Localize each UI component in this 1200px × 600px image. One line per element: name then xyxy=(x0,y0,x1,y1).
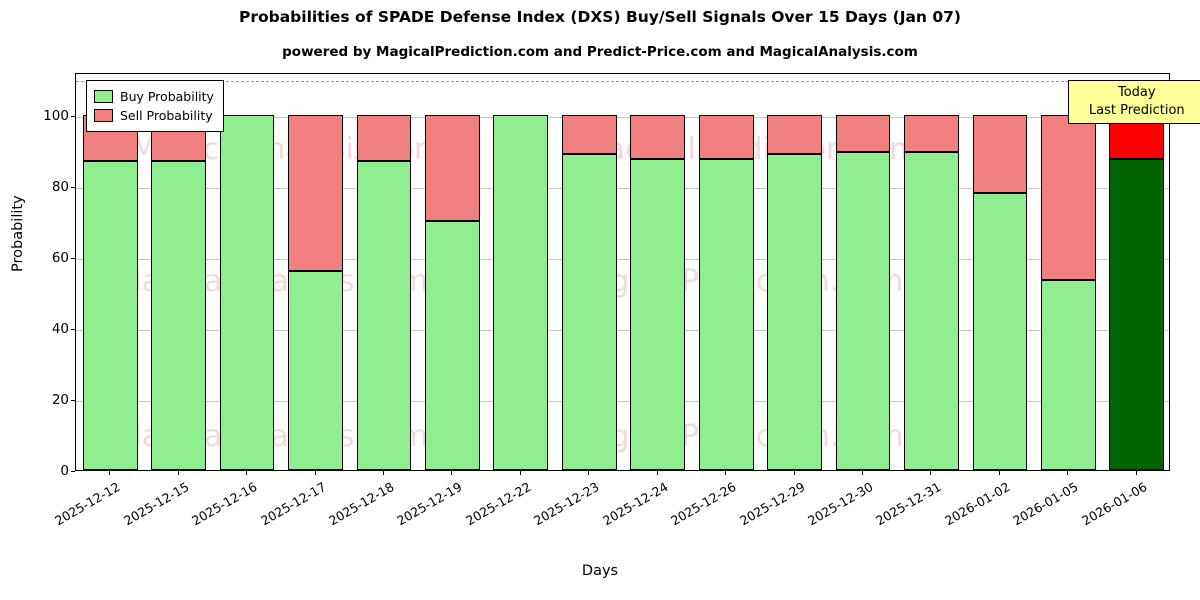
legend: Buy Probability Sell Probability xyxy=(86,80,224,132)
x-tick-mark xyxy=(1067,471,1069,475)
bar-segment-buy[interactable] xyxy=(835,151,891,470)
bar-group[interactable] xyxy=(835,72,891,470)
bar-group[interactable] xyxy=(767,72,822,470)
y-tick-mark xyxy=(71,115,75,117)
bar-segment-buy[interactable] xyxy=(356,160,412,470)
today-label-line1: Today xyxy=(1117,85,1156,100)
grid-line xyxy=(76,329,1169,331)
grid-line xyxy=(76,258,1169,260)
chart-subtitle: powered by MagicalPrediction.com and Pre… xyxy=(282,44,918,60)
bar-segment-sell[interactable] xyxy=(835,114,891,152)
y-tick-mark xyxy=(71,328,75,330)
y-tick-label: 20 xyxy=(51,391,69,408)
bar-segment-sell[interactable] xyxy=(972,114,1028,193)
bar-segment-buy[interactable] xyxy=(219,114,275,470)
bar-group[interactable] xyxy=(219,72,275,470)
bar-group[interactable] xyxy=(972,72,1028,470)
x-tick-mark xyxy=(998,471,1000,475)
bar-segment-buy[interactable] xyxy=(972,192,1028,470)
y-tick-label: 0 xyxy=(60,463,69,479)
bar-segment-buy[interactable] xyxy=(1040,279,1096,470)
y-tick-label: 40 xyxy=(51,320,69,337)
x-tick-mark xyxy=(793,471,795,475)
legend-swatch-sell xyxy=(94,109,113,122)
grid-line xyxy=(76,116,1169,118)
x-tick-mark xyxy=(451,471,453,475)
bar-segment-buy[interactable] xyxy=(1109,159,1165,470)
x-axis-label: Days xyxy=(581,563,619,579)
legend-item-sell: Sell Probability xyxy=(94,106,214,125)
bar-segment-buy[interactable] xyxy=(698,159,754,470)
bar-group[interactable] xyxy=(425,72,480,470)
x-tick-mark xyxy=(725,471,727,475)
bar-segment-sell[interactable] xyxy=(904,114,959,152)
x-tick-mark xyxy=(382,471,384,475)
bar-series xyxy=(76,74,1169,470)
bar-segment-sell[interactable] xyxy=(1040,114,1096,280)
x-tick-mark xyxy=(109,471,111,475)
bar-segment-buy[interactable] xyxy=(904,151,959,470)
reference-line xyxy=(76,81,1169,83)
y-tick-label: 60 xyxy=(51,249,69,266)
x-tick-mark xyxy=(862,471,864,475)
legend-swatch-buy xyxy=(94,90,113,103)
bar-segment-sell[interactable] xyxy=(630,114,686,160)
bar-segment-buy[interactable] xyxy=(288,271,343,470)
bar-segment-sell[interactable] xyxy=(698,114,754,160)
x-tick-mark xyxy=(1135,471,1137,475)
bar-segment-sell[interactable] xyxy=(767,114,822,154)
bar-group[interactable] xyxy=(493,72,549,470)
x-tick-mark xyxy=(588,471,590,475)
bar-segment-buy[interactable] xyxy=(767,153,822,470)
bar-group[interactable] xyxy=(288,72,343,470)
bar-segment-sell[interactable] xyxy=(288,114,343,271)
bar-group[interactable] xyxy=(1040,72,1096,470)
bar-segment-sell[interactable] xyxy=(356,114,412,161)
bar-group[interactable] xyxy=(1109,72,1165,470)
bar-group[interactable] xyxy=(904,72,959,470)
plot-area: MagicalAnalysis.comMagicalPrediction.com… xyxy=(75,73,1170,471)
legend-item-buy: Buy Probability xyxy=(94,87,214,106)
grid-line xyxy=(76,187,1169,189)
bar-segment-buy[interactable] xyxy=(82,160,138,470)
y-axis-label: Probability xyxy=(10,195,26,272)
x-tick-mark xyxy=(177,471,179,475)
x-tick-mark xyxy=(519,471,521,475)
y-tick-label: 80 xyxy=(51,178,69,195)
today-annotation: Today Last Prediction xyxy=(1067,80,1200,124)
bar-segment-sell[interactable] xyxy=(561,114,617,154)
y-tick-mark xyxy=(71,186,75,188)
bar-segment-sell[interactable] xyxy=(425,114,480,222)
bar-group[interactable] xyxy=(698,72,754,470)
y-tick-label: 100 xyxy=(43,107,69,124)
bar-group[interactable] xyxy=(561,72,617,470)
bar-group[interactable] xyxy=(630,72,686,470)
bar-segment-buy[interactable] xyxy=(151,160,207,470)
chart-title: Probabilities of SPADE Defense Index (DX… xyxy=(238,8,962,26)
legend-label-sell: Sell Probability xyxy=(120,108,213,123)
bar-segment-buy[interactable] xyxy=(561,153,617,470)
x-tick-mark xyxy=(656,471,658,475)
y-tick-mark xyxy=(71,257,75,259)
bar-group[interactable] xyxy=(356,72,412,470)
x-tick-mark xyxy=(930,471,932,475)
bar-segment-buy[interactable] xyxy=(493,114,549,470)
y-tick-mark xyxy=(71,399,75,401)
bar-segment-buy[interactable] xyxy=(425,221,480,470)
today-label-line2: Last Prediction xyxy=(1088,103,1185,118)
grid-line xyxy=(76,400,1169,402)
x-tick-mark xyxy=(246,471,248,475)
bar-segment-buy[interactable] xyxy=(630,159,686,470)
x-tick-mark xyxy=(314,471,316,475)
y-tick-mark xyxy=(71,471,75,472)
legend-label-buy: Buy Probability xyxy=(120,89,214,104)
